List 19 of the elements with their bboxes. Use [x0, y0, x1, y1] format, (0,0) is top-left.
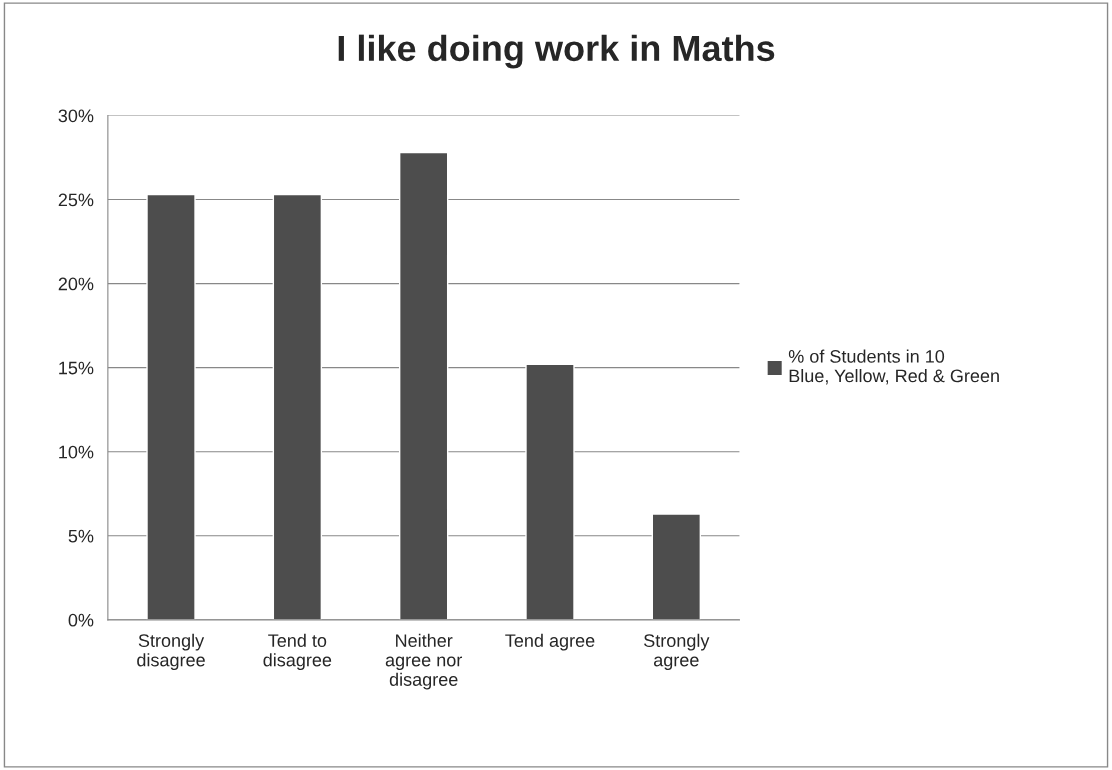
- legend-label: % of Students in 10 Blue, Yellow, Red & Green: [788, 349, 999, 385]
- bar: [272, 193, 323, 620]
- y-tick-label: 30%: [58, 109, 94, 123]
- x-tick-label: Strongly disagree: [137, 633, 205, 671]
- x-tick-label: Neither agree nor disagree: [385, 633, 463, 690]
- x-tick-label: Tend agree: [505, 633, 595, 651]
- y-tick-label: 15%: [59, 361, 94, 375]
- y-tick-label: 20%: [58, 277, 94, 291]
- x-tick-label: Tend to disagree: [263, 633, 332, 671]
- bar: [146, 193, 196, 620]
- x-tick-label: Strongly agree: [644, 633, 710, 671]
- y-tick-label: 5%: [68, 529, 94, 543]
- bar: [525, 363, 575, 620]
- bar: [651, 513, 702, 620]
- y-tick-label: 0%: [68, 613, 94, 627]
- bar: [398, 151, 449, 620]
- y-tick-label: 25%: [58, 193, 94, 207]
- chart-title: I like doing work in Maths: [338, 34, 775, 69]
- y-tick-label: 10%: [59, 445, 94, 459]
